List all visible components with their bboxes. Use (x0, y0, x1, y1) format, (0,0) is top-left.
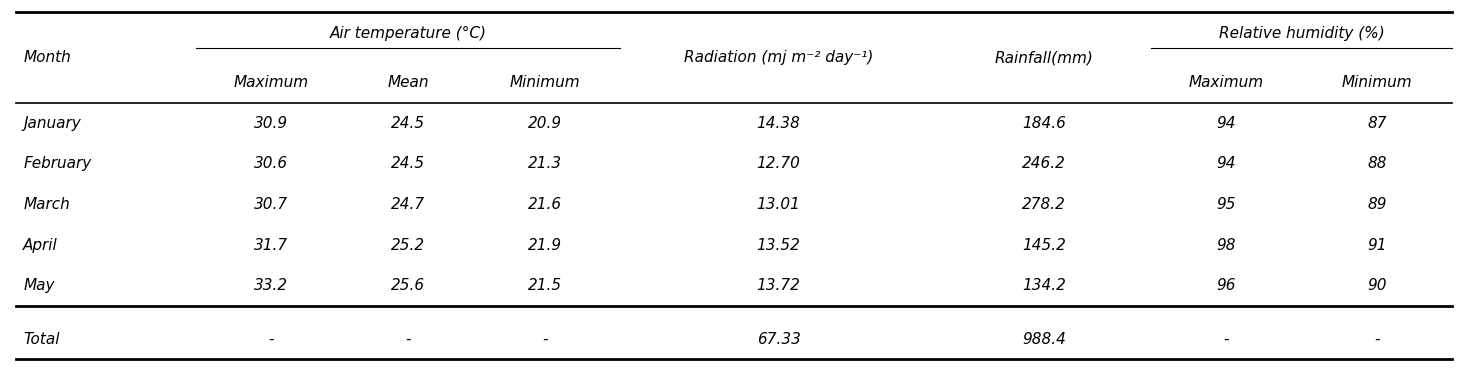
Text: 20.9: 20.9 (527, 116, 562, 131)
Text: 96: 96 (1217, 278, 1236, 293)
Text: 278.2: 278.2 (1023, 197, 1067, 212)
Text: 24.5: 24.5 (392, 156, 425, 171)
Text: 12.70: 12.70 (757, 156, 801, 171)
Text: Minimum: Minimum (1341, 75, 1413, 91)
Text: Rainfall(mm): Rainfall(mm) (995, 50, 1093, 65)
Text: -: - (1224, 332, 1229, 347)
Text: 24.7: 24.7 (392, 197, 425, 212)
Text: March: March (23, 197, 70, 212)
Text: 25.2: 25.2 (392, 237, 425, 252)
Text: 88: 88 (1367, 156, 1386, 171)
Text: 91: 91 (1367, 237, 1386, 252)
Text: 13.01: 13.01 (757, 197, 801, 212)
Text: 21.6: 21.6 (527, 197, 562, 212)
Text: Minimum: Minimum (510, 75, 580, 91)
Text: Air temperature (°C): Air temperature (°C) (330, 26, 487, 41)
Text: 184.6: 184.6 (1023, 116, 1067, 131)
Text: 90: 90 (1367, 278, 1386, 293)
Text: Relative humidity (%): Relative humidity (%) (1218, 26, 1385, 41)
Text: 13.52: 13.52 (757, 237, 801, 252)
Text: 95: 95 (1217, 197, 1236, 212)
Text: -: - (405, 332, 411, 347)
Text: 94: 94 (1217, 116, 1236, 131)
Text: Maximum: Maximum (1189, 75, 1264, 91)
Text: January: January (23, 116, 80, 131)
Text: 14.38: 14.38 (757, 116, 801, 131)
Text: 145.2: 145.2 (1023, 237, 1067, 252)
Text: 87: 87 (1367, 116, 1386, 131)
Text: Radiation (mj m⁻² day⁻¹): Radiation (mj m⁻² day⁻¹) (684, 50, 874, 65)
Text: 31.7: 31.7 (254, 237, 288, 252)
Text: May: May (23, 278, 54, 293)
Text: 21.9: 21.9 (527, 237, 562, 252)
Text: 30.6: 30.6 (254, 156, 288, 171)
Text: 24.5: 24.5 (392, 116, 425, 131)
Text: 246.2: 246.2 (1023, 156, 1067, 171)
Text: Total: Total (23, 332, 60, 347)
Text: Mean: Mean (387, 75, 428, 91)
Text: 67.33: 67.33 (757, 332, 801, 347)
Text: 13.72: 13.72 (757, 278, 801, 293)
Text: -: - (542, 332, 548, 347)
Text: 89: 89 (1367, 197, 1386, 212)
Text: Month: Month (23, 50, 72, 65)
Text: April: April (23, 237, 58, 252)
Text: 98: 98 (1217, 237, 1236, 252)
Text: 25.6: 25.6 (392, 278, 425, 293)
Text: 988.4: 988.4 (1023, 332, 1067, 347)
Text: -: - (269, 332, 273, 347)
Text: February: February (23, 156, 92, 171)
Text: 30.7: 30.7 (254, 197, 288, 212)
Text: 94: 94 (1217, 156, 1236, 171)
Text: Maximum: Maximum (234, 75, 308, 91)
Text: 21.3: 21.3 (527, 156, 562, 171)
Text: 33.2: 33.2 (254, 278, 288, 293)
Text: 30.9: 30.9 (254, 116, 288, 131)
Text: -: - (1375, 332, 1379, 347)
Text: 21.5: 21.5 (527, 278, 562, 293)
Text: 134.2: 134.2 (1023, 278, 1067, 293)
